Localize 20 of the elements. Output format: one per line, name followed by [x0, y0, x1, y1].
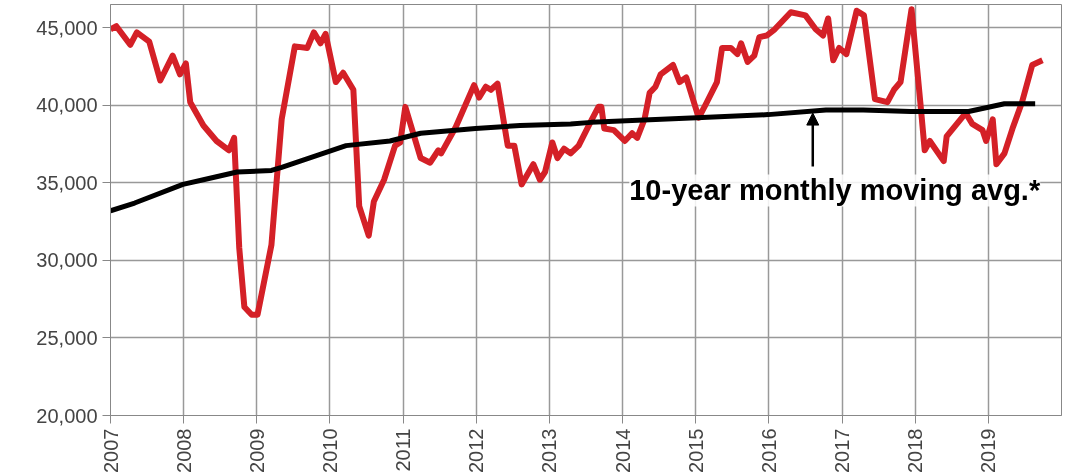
x-tick-label: 2008 [172, 428, 195, 473]
x-tick-label: 2010 [318, 428, 341, 473]
x-tick-label: 2007 [99, 428, 122, 473]
x-tick-label: 2015 [684, 428, 707, 473]
x-tick-label: 2016 [757, 428, 780, 473]
x-tick-label: 2014 [611, 428, 634, 473]
annotation: 10-year monthly moving avg.* [629, 174, 1041, 207]
x-tick-label: 2019 [977, 428, 1000, 473]
y-tick-label: 40,000 [36, 94, 98, 117]
x-tick-label: 2009 [245, 428, 268, 473]
x-tick-label: 2012 [465, 428, 488, 473]
y-tick-label: 25,000 [36, 326, 98, 349]
y-tick-label: 45,000 [36, 16, 98, 39]
y-tick-label: 35,000 [36, 171, 98, 194]
x-tick-label: 2017 [831, 428, 854, 473]
y-tick-label: 30,000 [36, 249, 98, 272]
x-tick-label: 2011 [392, 428, 415, 472]
x-tick-label: 2018 [904, 428, 927, 473]
y-tick-label: 20,000 [36, 404, 98, 427]
x-tick-label: 2013 [538, 428, 561, 473]
